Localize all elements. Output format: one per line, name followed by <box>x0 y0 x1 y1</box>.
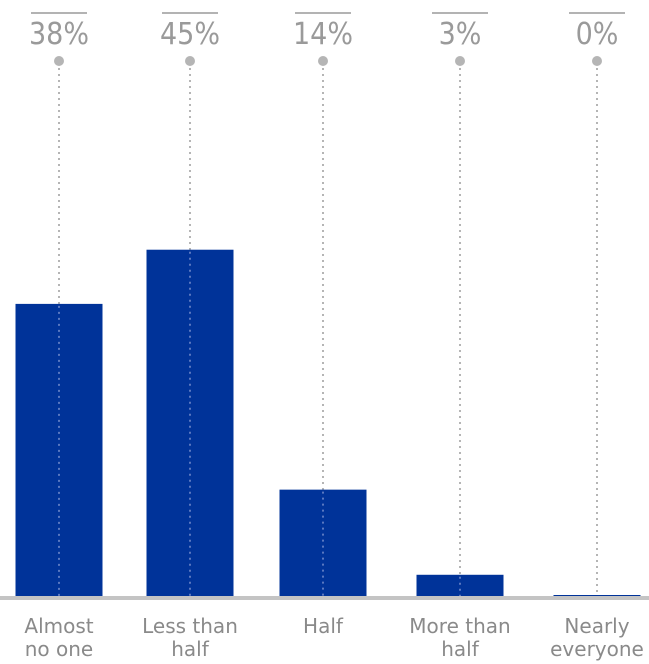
leader-dot <box>318 56 328 66</box>
leader-dot <box>185 56 195 66</box>
category-label-line: half <box>171 637 209 661</box>
category-label-line: More than <box>409 614 510 638</box>
bar <box>416 574 504 598</box>
bars-group <box>15 249 641 598</box>
category-label: Nearly everyone <box>550 614 644 661</box>
category-label-line: half <box>441 637 479 661</box>
value-label: 14% <box>293 17 353 52</box>
category-label-line: Less than <box>142 614 238 638</box>
value-labels-group: 38% 45% 14% 3% 0% <box>29 12 625 52</box>
leader-lines-front-group <box>58 251 461 596</box>
category-label: Half <box>303 614 344 638</box>
leader-dot <box>455 56 465 66</box>
value-label: 3% <box>439 17 482 52</box>
bar <box>279 489 367 598</box>
value-label: 38% <box>29 17 89 52</box>
value-label: 0% <box>576 17 619 52</box>
category-label: Less than half <box>142 614 238 661</box>
category-label-line: Half <box>303 614 344 638</box>
category-label: More than half <box>409 614 510 661</box>
value-label: 45% <box>160 17 220 52</box>
category-label-line: no one <box>25 637 94 661</box>
leader-dot <box>54 56 64 66</box>
leader-dot <box>592 56 602 66</box>
category-label-line: Nearly <box>564 614 629 638</box>
category-label-line: everyone <box>550 637 644 661</box>
category-label-line: Almost <box>24 614 93 638</box>
category-label: Almost no one <box>24 614 93 661</box>
